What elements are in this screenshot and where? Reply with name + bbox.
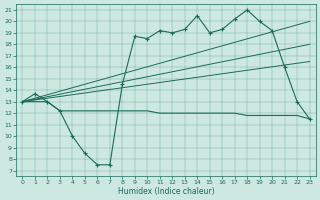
X-axis label: Humidex (Indice chaleur): Humidex (Indice chaleur) bbox=[118, 187, 214, 196]
